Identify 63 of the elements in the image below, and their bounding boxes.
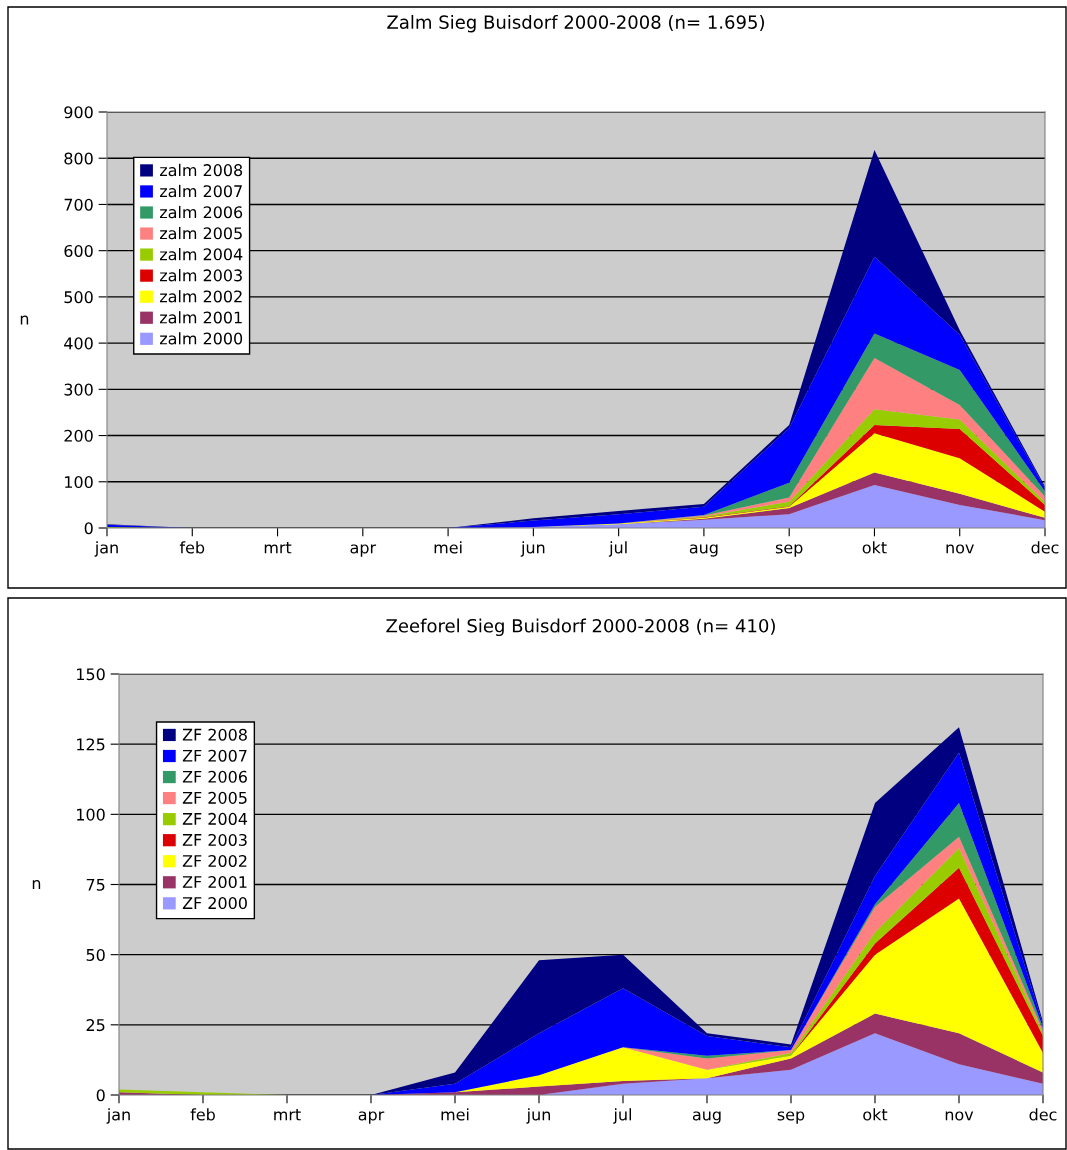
x-tick-label: feb — [179, 541, 205, 554]
x-tick-label: feb — [190, 1108, 215, 1121]
y-tick-label: 400 — [64, 337, 93, 350]
y-tick-label: 200 — [64, 429, 93, 442]
x-tick-label: dec — [1029, 1108, 1057, 1121]
y-tick-label: 800 — [64, 152, 93, 165]
y-tick-label: 150 — [77, 668, 105, 681]
x-tick-label: nov — [945, 1111, 974, 1121]
y-tick-label: 25 — [86, 1019, 105, 1032]
x-tick-label: aug — [689, 544, 718, 557]
x-tick-label: dec — [1031, 541, 1059, 554]
legend-label: zalm 2008 — [159, 163, 243, 177]
x-tick-label: mrt — [274, 1109, 301, 1121]
x-tick-label: jul — [613, 1108, 631, 1124]
y-tick-label: 700 — [64, 198, 93, 211]
legend-label: ZF 2000 — [182, 897, 247, 910]
x-tick-label: jan — [106, 1108, 130, 1124]
x-tick-label: jun — [520, 541, 545, 557]
x-tick-label: okt — [862, 541, 887, 554]
legend-label: zalm 2001 — [159, 311, 242, 324]
chart-title: Zeeforel Sieg Buisdorf 2000-2008 (n= 410) — [386, 618, 775, 637]
y-tick-label: 100 — [77, 808, 105, 821]
legend-label: zalm 2002 — [159, 290, 242, 303]
x-tick-label: jul — [608, 541, 627, 557]
legend-label: zalm 2005 — [159, 226, 242, 240]
legend-label: zalm 2000 — [159, 332, 243, 345]
x-tick-label: apr — [350, 544, 377, 557]
legend-label: ZF 2003 — [182, 833, 247, 846]
y-axis-title: n — [32, 879, 41, 889]
legend-label: zalm 2003 — [159, 269, 242, 282]
x-tick-label: okt — [863, 1108, 888, 1121]
y-axis-title: n — [20, 315, 29, 325]
legend-label: ZF 2006 — [182, 770, 247, 783]
x-tick-label: nov — [946, 544, 974, 554]
y-tick-label: 125 — [77, 738, 105, 751]
legend-label: ZF 2004 — [182, 812, 248, 825]
x-tick-label: mei — [441, 1108, 469, 1121]
legend-label: ZF 2002 — [182, 854, 247, 868]
legend-label: ZF 2007 — [182, 749, 247, 762]
x-tick-label: sep — [775, 544, 803, 557]
legend-label: ZF 2008 — [182, 728, 247, 741]
chart-title: Zalm Sieg Buisdorf 2000-2008 (n= 1.695) — [387, 14, 764, 33]
y-tick-label: 0 — [84, 522, 93, 535]
y-tick-label: 500 — [64, 291, 93, 304]
x-tick-label: mrt — [264, 542, 292, 554]
x-tick-label: apr — [358, 1111, 385, 1124]
legend-label: ZF 2005 — [182, 791, 247, 804]
y-tick-label: 75 — [86, 878, 105, 891]
y-tick-label: 50 — [86, 948, 105, 961]
x-tick-label: jan — [94, 541, 118, 557]
legend-label: zalm 2006 — [159, 205, 243, 219]
legend-label: zalm 2004 — [159, 248, 243, 261]
legend-label: ZF 2001 — [182, 875, 247, 889]
y-tick-label: 300 — [64, 383, 93, 396]
y-tick-label: 600 — [64, 244, 93, 257]
legend-label: zalm 2007 — [159, 184, 242, 198]
x-tick-label: sep — [777, 1111, 805, 1124]
x-tick-label: jun — [526, 1108, 550, 1124]
y-tick-label: 0 — [96, 1089, 105, 1102]
y-tick-label: 900 — [64, 106, 93, 119]
x-tick-label: mei — [434, 541, 462, 554]
x-tick-label: aug — [692, 1111, 721, 1124]
y-tick-label: 100 — [65, 475, 93, 489]
